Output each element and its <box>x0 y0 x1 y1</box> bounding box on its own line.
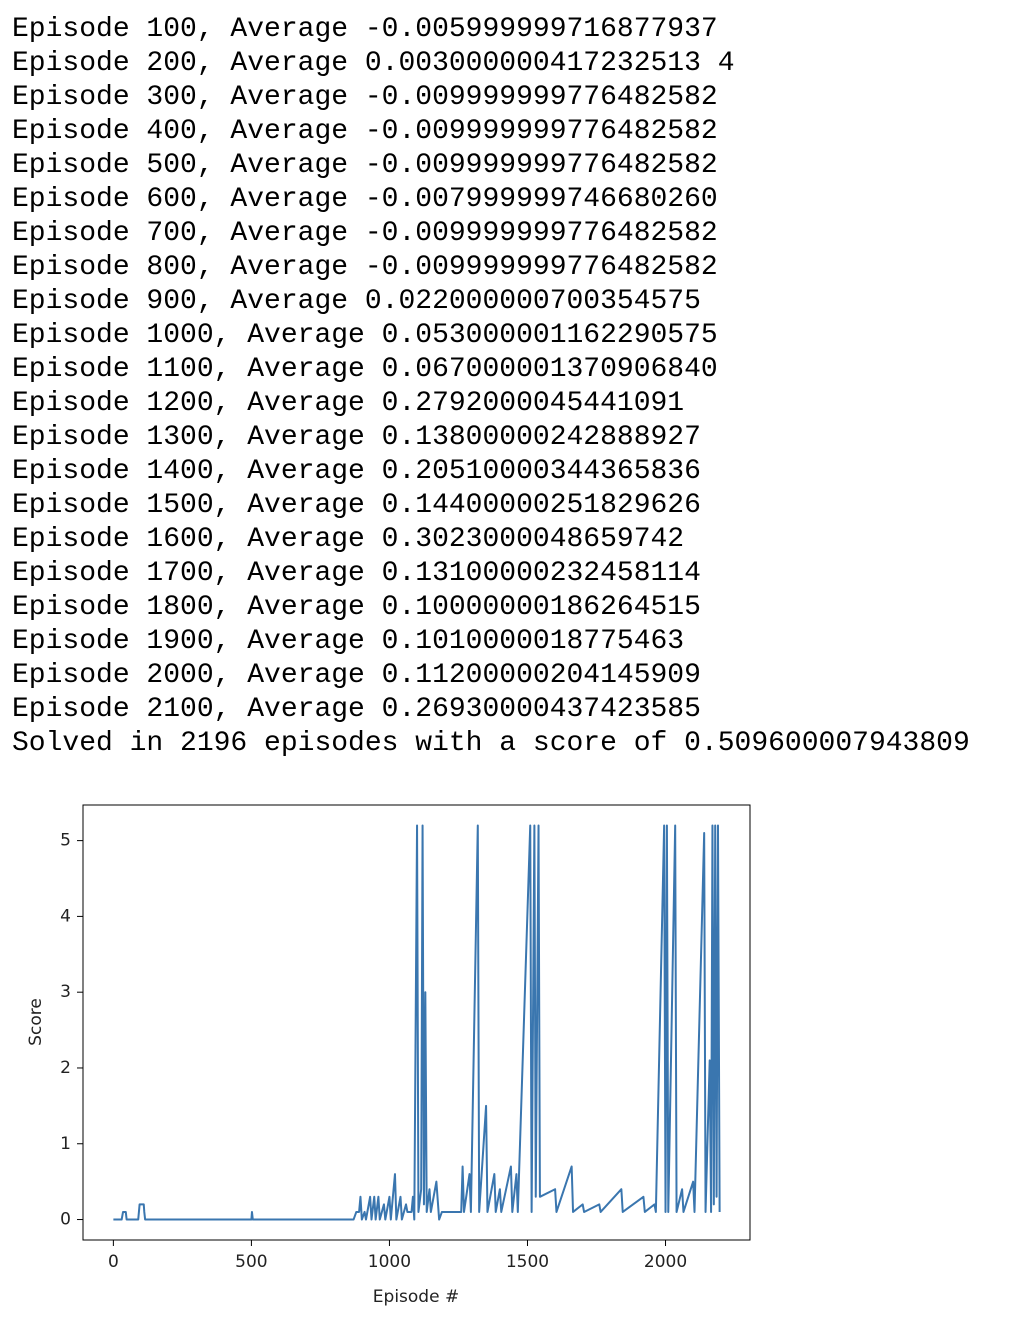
log-line: Episode 200, Average 0.00300000041723251… <box>12 48 735 79</box>
log-line: Episode 1300, Average 0.1380000024288892… <box>12 422 701 453</box>
x-tick-label: 0 <box>108 1252 119 1272</box>
y-tick-label: 3 <box>60 982 71 1002</box>
x-tick-label: 1000 <box>368 1252 411 1272</box>
log-line: Episode 1800, Average 0.1000000018626451… <box>12 592 701 623</box>
log-line: Solved in 2196 episodes with a score of … <box>12 728 970 759</box>
y-tick-label: 0 <box>60 1210 71 1230</box>
log-line: Episode 1600, Average 0.3023000048659742 <box>12 524 685 555</box>
plot-frame <box>82 804 751 1241</box>
log-line: Episode 400, Average -0.0099999997764825… <box>12 116 718 147</box>
log-line: Episode 800, Average -0.0099999997764825… <box>12 252 718 283</box>
log-line: Episode 900, Average 0.02200000070035457… <box>12 286 701 317</box>
log-line: Episode 600, Average -0.0079999997466802… <box>12 184 718 215</box>
log-line: Episode 1900, Average 0.1010000018775463 <box>12 626 685 657</box>
log-line: Episode 1000, Average 0.0530000011622905… <box>12 320 718 351</box>
log-line: Episode 1200, Average 0.2792000045441091 <box>12 388 685 419</box>
log-line: Episode 1500, Average 0.1440000025182962… <box>12 490 701 521</box>
y-axis-label: Score <box>26 998 46 1046</box>
output-log: Episode 100, Average -0.0059999997168779… <box>12 13 970 761</box>
log-line: Episode 2100, Average 0.2693000043742358… <box>12 694 701 725</box>
y-tick-label: 1 <box>60 1134 71 1154</box>
log-line: Episode 1100, Average 0.0670000013709068… <box>12 354 718 385</box>
log-line: Episode 2000, Average 0.1120000020414590… <box>12 660 701 691</box>
y-tick-label: 5 <box>60 831 71 851</box>
y-tick-label: 4 <box>60 906 71 926</box>
log-line: Episode 1700, Average 0.1310000023245811… <box>12 558 701 589</box>
log-line: Episode 500, Average -0.0099999997764825… <box>12 150 718 181</box>
x-axis-label: Episode # <box>373 1287 459 1307</box>
x-tick-label: 2000 <box>644 1252 687 1272</box>
log-line: Episode 100, Average -0.0059999997168779… <box>12 14 718 45</box>
x-tick-label: 500 <box>235 1252 267 1272</box>
log-line: Episode 700, Average -0.0099999997764825… <box>12 218 718 249</box>
y-tick-label: 2 <box>60 1058 71 1078</box>
log-line: Episode 300, Average -0.0099999997764825… <box>12 82 718 113</box>
score-line <box>113 824 721 1221</box>
log-line: Episode 1400, Average 0.2051000034436583… <box>12 456 701 487</box>
x-tick-label: 1500 <box>506 1252 549 1272</box>
